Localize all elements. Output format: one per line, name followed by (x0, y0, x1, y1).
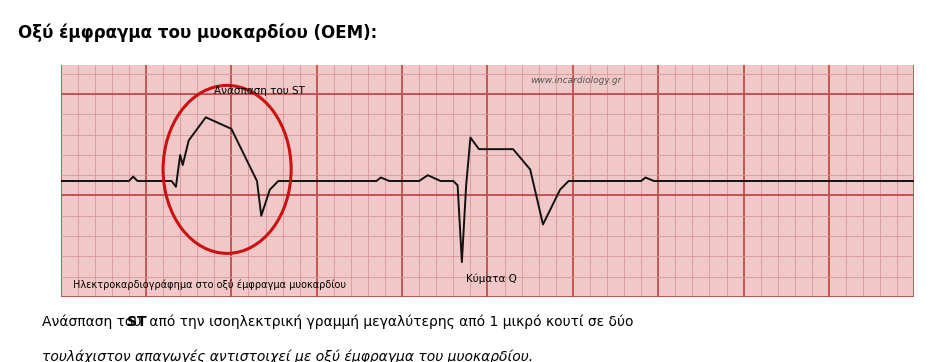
Text: Ηλεκτροκαρδιογράφημα στο οξύ έμφραγμα μυοκαρδίου: Ηλεκτροκαρδιογράφημα στο οξύ έμφραγμα μυ… (74, 280, 346, 290)
Text: ST: ST (127, 315, 146, 328)
Text: Ανάσπαση του ST: Ανάσπαση του ST (215, 86, 305, 96)
Text: τουλάχιστον απαγωγές αντιστοιχεί με οξύ έμφραγμα του μυοκαρδίου.: τουλάχιστον απαγωγές αντιστοιχεί με οξύ … (42, 349, 533, 362)
Text: Ανάσπαση του: Ανάσπαση του (42, 315, 146, 329)
Text: Κύματα Q: Κύματα Q (466, 274, 517, 285)
Text: www.incardiology.gr: www.incardiology.gr (530, 76, 621, 85)
Text: Οξύ έμφραγμα του μυοκαρδίου (ΟΕΜ):: Οξύ έμφραγμα του μυοκαρδίου (ΟΕΜ): (19, 23, 378, 42)
Text: από την ισοηλεκτρική γραμμή μεγαλύτερης από 1 μικρό κουτί σε δύο: από την ισοηλεκτρική γραμμή μεγαλύτερης … (145, 315, 634, 329)
